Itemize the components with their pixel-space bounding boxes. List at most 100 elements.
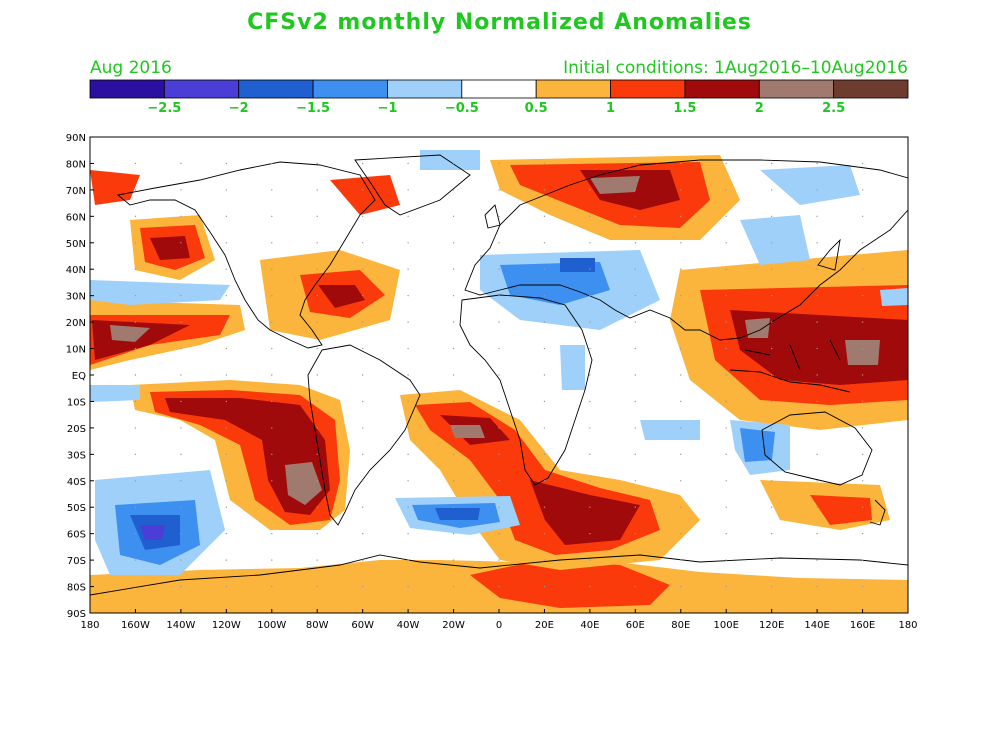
grid-dot: [680, 268, 682, 270]
grid-dot: [134, 347, 137, 350]
lon-tick-label: 60E: [626, 620, 645, 631]
grid-dot: [271, 294, 273, 297]
grid-dot: [180, 559, 182, 561]
grid-dot: [861, 427, 864, 429]
grid-dot: [271, 532, 273, 535]
grid-dot: [680, 374, 682, 376]
grid-dot: [180, 374, 182, 376]
lon-tick-label: 180: [80, 620, 99, 631]
grid-dot: [543, 427, 546, 429]
grid-dot: [498, 162, 500, 165]
grid-dot: [134, 532, 137, 535]
color-scale-bar: −2.5 −2 −1.5 −1 −0.5 0.5 1 1.5 2 2.5: [89, 79, 909, 116]
grid-dot: [498, 242, 500, 244]
grid-dot: [361, 532, 364, 535]
grid-dot: [180, 427, 182, 429]
grid-dot: [680, 506, 682, 508]
grid-dot: [816, 321, 818, 323]
lon-tick-label: 80E: [671, 620, 690, 631]
grid-dot: [680, 480, 682, 482]
grid-dot: [589, 215, 591, 218]
grid-dot: [316, 453, 318, 456]
grid-dot: [543, 162, 546, 165]
grid-dot: [498, 585, 500, 588]
lat-tick-label: 60N: [66, 212, 86, 223]
grid-dot: [271, 427, 273, 429]
grid-dot: [680, 189, 682, 191]
grid-dot: [816, 242, 818, 244]
grid-dot: [816, 347, 818, 350]
grid-dot: [543, 559, 546, 561]
grid-dot: [316, 506, 318, 508]
grid-dot: [634, 506, 637, 508]
anomaly-region: [318, 285, 365, 308]
colorbar-tick-label: −2: [229, 101, 249, 116]
map-title: CFSv2 monthly Normalized Anomalies: [247, 10, 752, 35]
grid-dot: [271, 347, 273, 350]
lon-tick-label: 60W: [351, 620, 374, 631]
grid-dot: [725, 268, 727, 270]
grid-dot: [452, 453, 455, 456]
grid-dot: [816, 532, 818, 535]
grid-dot: [134, 242, 137, 244]
grid-dot: [634, 559, 637, 561]
coastline-australia: [761, 411, 873, 486]
grid-dot: [543, 585, 546, 588]
grid-dot: [134, 559, 137, 561]
grid-dot: [725, 294, 727, 297]
coastline-greenland: [354, 154, 471, 216]
grid-dot: [498, 506, 500, 508]
grid-dot: [180, 453, 182, 456]
grid-dot: [452, 242, 455, 244]
grid-dot: [452, 532, 455, 535]
grid-dot: [498, 189, 500, 191]
grid-dot: [225, 400, 228, 403]
grid-dot: [498, 427, 500, 429]
grid-dot: [634, 162, 637, 165]
grid-dot: [407, 480, 409, 482]
grid-dot: [316, 400, 318, 403]
grid-dot: [316, 242, 318, 244]
grid-dot: [271, 242, 273, 244]
grid-dot: [543, 453, 546, 456]
lon-tick-label: 140W: [166, 620, 195, 631]
grid-dot: [271, 453, 273, 456]
lat-tick-label: 70S: [67, 556, 86, 567]
grid-dot: [180, 400, 182, 403]
grid-dot: [271, 321, 273, 323]
anomaly-region: [420, 150, 480, 170]
grid-dot: [361, 427, 364, 429]
grid-dot: [361, 268, 364, 270]
grid-dot: [452, 294, 455, 297]
grid-dot: [589, 347, 591, 350]
anomaly-region: [90, 170, 400, 215]
grid-dot: [316, 189, 318, 191]
grid-dot: [180, 294, 182, 297]
anomaly-region: [745, 318, 880, 365]
grid-dot: [816, 268, 818, 270]
grid-dot: [271, 189, 273, 191]
grid-dot: [271, 506, 273, 508]
grid-dot: [725, 532, 727, 535]
grid-dot: [452, 268, 455, 270]
grid-dot: [316, 162, 318, 165]
colorbar-tick-label: −1.5: [296, 101, 330, 116]
grid-dot: [361, 480, 364, 482]
grid-dot: [316, 585, 318, 588]
grid-dot: [134, 585, 137, 588]
grid-dot: [589, 559, 591, 561]
grid-dot: [225, 480, 228, 482]
anomaly-region: [560, 258, 595, 272]
grid-dot: [589, 427, 591, 429]
grid-dot: [589, 374, 591, 376]
colorbar-tick-label: 2.5: [822, 101, 845, 116]
grid-dot: [770, 453, 773, 456]
grid-dot: [725, 189, 727, 191]
lon-tick-label: 40W: [397, 620, 420, 631]
grid-dot: [316, 347, 318, 350]
grid-dot: [725, 453, 727, 456]
grid-dot: [725, 400, 727, 403]
grid-dot: [498, 532, 500, 535]
grid-dot: [180, 189, 182, 191]
grid-dot: [634, 585, 637, 588]
